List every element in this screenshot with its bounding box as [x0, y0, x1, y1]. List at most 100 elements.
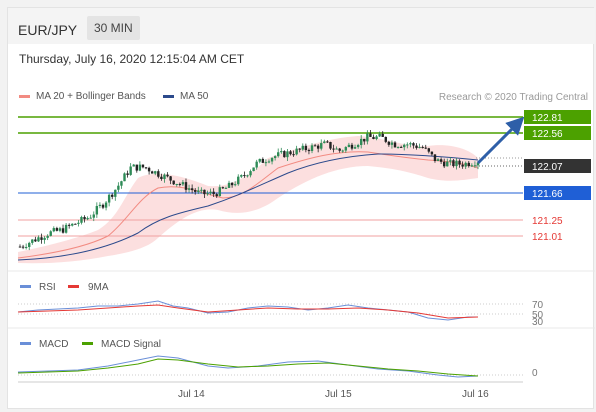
candle-body: [221, 187, 225, 189]
candle-body: [181, 182, 185, 185]
candle-body: [190, 188, 194, 191]
candle-body: [369, 133, 372, 137]
macd-legend: MACD: [39, 339, 68, 350]
price-tag-last-bg: [524, 159, 591, 173]
candle-body: [249, 171, 252, 176]
candle-body: [175, 183, 178, 185]
candle-body: [117, 185, 120, 190]
candle-body: [283, 151, 286, 158]
candle-body: [264, 162, 268, 164]
candle-body: [449, 160, 452, 162]
candle-body: [252, 167, 255, 172]
candle-body: [295, 148, 298, 155]
candle-body: [458, 160, 461, 165]
candle-body: [24, 246, 28, 248]
candle-body: [307, 150, 311, 152]
rsi-9ma-legend-swatch: [68, 285, 79, 288]
candle-body: [46, 235, 49, 238]
candle-body: [261, 158, 265, 163]
ma-bollinger-swatch: [19, 95, 30, 98]
macd-signal-line: [17, 358, 479, 377]
chart-panel: EUR/JPY 30 MIN Thursday, July 16, 2020 1…: [7, 7, 595, 409]
candle-body: [289, 151, 292, 155]
candle-body: [31, 239, 34, 243]
candle-body: [433, 154, 437, 162]
candle-body: [224, 187, 228, 189]
candle-body: [436, 159, 440, 162]
candle-body: [104, 202, 108, 208]
candle-body: [197, 190, 200, 192]
price-tag-s2: 121.01: [532, 232, 563, 243]
candle-body: [372, 136, 375, 140]
candle-body: [455, 160, 458, 167]
candle-body: [71, 223, 74, 226]
candle-body: [350, 144, 354, 149]
candle-body: [409, 143, 412, 145]
rsi-30-label: 30: [532, 317, 544, 328]
candle-body: [147, 167, 151, 172]
legend-ma50: MA 50: [163, 91, 208, 102]
candle-body: [439, 159, 443, 162]
candle-body: [301, 145, 304, 150]
candle-body: [320, 143, 323, 149]
candle-body: [52, 228, 56, 232]
candle-body: [187, 188, 191, 190]
ma50-line: [17, 153, 479, 261]
candle-body: [390, 142, 394, 145]
candle-body: [286, 151, 289, 158]
candle-body: [107, 194, 111, 203]
candle-body: [366, 133, 369, 142]
price-tag-last: 122.07: [532, 162, 563, 173]
candle-body: [203, 189, 206, 195]
candle-body: [237, 176, 240, 185]
candle-body: [421, 147, 424, 149]
candle-body: [28, 242, 31, 247]
candle-body: [406, 144, 409, 146]
candle-body: [412, 143, 415, 146]
candle-body: [49, 231, 52, 236]
candle-body: [427, 148, 431, 152]
candle-body: [200, 189, 203, 191]
candle-body: [111, 194, 114, 197]
candle-body: [418, 147, 421, 149]
price-tag-r2-bg: [524, 110, 591, 124]
candle-body: [353, 147, 357, 149]
research-credit: Research © 2020 Trading Central: [438, 92, 588, 103]
candle-body: [273, 156, 277, 159]
candle-body: [258, 158, 261, 162]
ma50-swatch: [163, 95, 174, 98]
candle-body: [464, 162, 467, 167]
candle-body: [34, 239, 37, 242]
candle-body: [55, 228, 59, 231]
candle-body: [381, 133, 384, 137]
candle-body: [141, 164, 145, 168]
macd-zero-label: 0: [532, 368, 538, 379]
candle-body: [215, 194, 218, 197]
candle-body: [313, 145, 317, 147]
x-tick-jul15: Jul 15: [325, 389, 352, 400]
candle-body: [246, 175, 249, 177]
candle-body: [172, 180, 175, 185]
candle-body: [399, 146, 403, 148]
interval-button[interactable]: 30 MIN: [87, 16, 140, 40]
candle-body: [403, 144, 406, 148]
bollinger-band: [18, 136, 478, 264]
candle-body: [212, 191, 215, 195]
candle-body: [452, 160, 455, 167]
candle-body: [61, 228, 65, 233]
candle-body: [363, 138, 366, 142]
candle-body: [344, 147, 348, 151]
x-tick-jul16: Jul 16: [462, 389, 489, 400]
candle-body: [144, 167, 148, 169]
candle-body: [157, 171, 160, 177]
candle-body: [359, 138, 363, 145]
candle-body: [329, 142, 332, 149]
candle-body: [446, 161, 449, 167]
legend-ma-bollinger-label: MA 20 + Bollinger Bands: [36, 91, 146, 102]
candle-body: [135, 164, 139, 171]
candle-body: [240, 175, 243, 177]
candle-body: [160, 176, 163, 179]
candle-body: [209, 191, 212, 194]
candle-body: [37, 237, 40, 242]
currency-pair-title: EUR/JPY: [18, 22, 78, 38]
